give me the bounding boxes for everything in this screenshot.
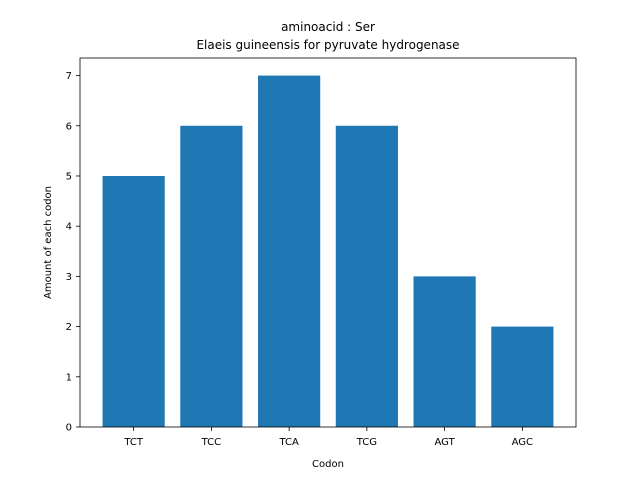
- bar-tct: [102, 175, 165, 427]
- x-axis-label: Codon: [312, 459, 344, 470]
- bar-tcc: [180, 125, 243, 427]
- y-tick-label: 6: [66, 121, 72, 132]
- bars-group: [102, 75, 554, 428]
- x-tick-label: TCT: [123, 437, 144, 448]
- x-axis: TCT TCC TCA TCG AGT AGC: [123, 427, 533, 448]
- x-tick-label: TCC: [201, 437, 222, 448]
- plot-frame: [79, 57, 577, 428]
- bar-tca: [258, 75, 321, 428]
- y-axis-label: Amount of each codon: [43, 186, 54, 299]
- x-tick-label: AGT: [435, 437, 456, 448]
- y-tick-label: 0: [66, 423, 72, 434]
- y-axis: 0 1 2 3 4 5 6 7: [66, 71, 80, 434]
- bar-agc: [491, 326, 554, 427]
- x-tick-label: AGC: [512, 437, 533, 448]
- chart-title: aminoacid : Ser: [281, 20, 375, 34]
- y-tick-label: 4: [66, 222, 72, 233]
- bar-tcg: [335, 125, 398, 427]
- bar-agt: [413, 276, 476, 427]
- y-tick-label: 2: [66, 322, 72, 333]
- x-tick-label: TCA: [278, 437, 299, 448]
- y-tick-label: 5: [66, 171, 72, 182]
- x-tick-label: TCG: [356, 437, 377, 448]
- y-tick-label: 7: [66, 71, 72, 82]
- chart-subtitle: Elaeis guineensis for pyruvate hydrogena…: [196, 38, 459, 52]
- y-tick-label: 3: [66, 272, 72, 283]
- y-tick-label: 1: [66, 372, 72, 383]
